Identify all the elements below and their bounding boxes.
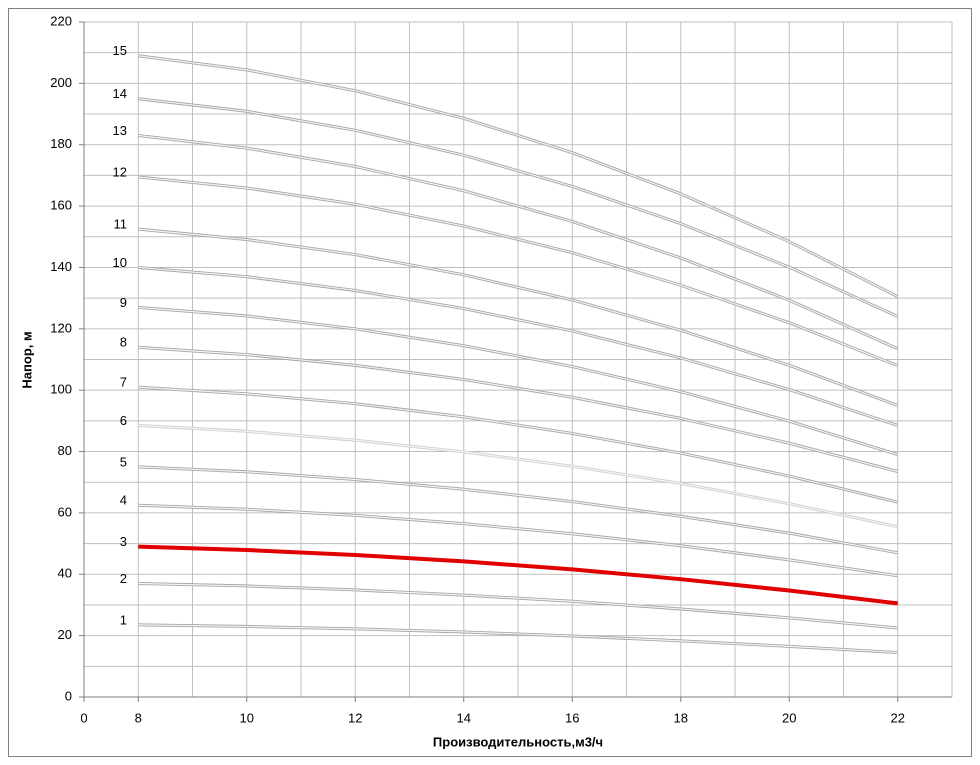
series-label: 9 — [120, 295, 127, 310]
series-label: 10 — [113, 255, 127, 270]
series-line-core — [138, 134, 898, 350]
series-line-core — [138, 424, 898, 528]
series-label: 8 — [120, 335, 127, 350]
y-tick-label: 200 — [50, 75, 72, 90]
y-tick-label: 140 — [50, 259, 72, 274]
series-line — [138, 544, 898, 606]
x-tick-label: 8 — [135, 710, 142, 725]
x-tick-label: 22 — [891, 710, 905, 725]
series-line-core — [138, 582, 898, 629]
y-tick-label: 20 — [58, 627, 72, 642]
x-tick-label: 12 — [348, 710, 362, 725]
series-label: 13 — [113, 123, 127, 138]
series-line-core — [138, 346, 898, 473]
series-label: 12 — [113, 164, 127, 179]
series-line-core — [138, 266, 898, 427]
series-line-core — [138, 306, 898, 456]
y-tick-label: 120 — [50, 320, 72, 335]
series-line-core — [138, 386, 898, 503]
series-label: 7 — [120, 375, 127, 390]
series-label: 3 — [120, 534, 127, 549]
series-line-core — [138, 624, 898, 654]
x-tick-label: 18 — [674, 710, 688, 725]
series-label: 11 — [114, 217, 128, 232]
y-tick-label: 100 — [50, 382, 72, 397]
x-tick-label: 20 — [782, 710, 796, 725]
y-tick-label: 220 — [50, 13, 72, 28]
x-tick-label: 16 — [565, 710, 579, 725]
series-line-core — [138, 176, 898, 367]
series-label: 1 — [120, 612, 127, 627]
y-tick-label: 80 — [58, 443, 72, 458]
series-label: 4 — [120, 493, 127, 508]
y-tick-label: 40 — [58, 566, 72, 581]
series-label: 2 — [120, 571, 127, 586]
series-line-core — [138, 228, 898, 407]
series-line-core — [138, 98, 898, 318]
x-tick-label: 14 — [457, 710, 471, 725]
x-axis-title: Производительность,м3/ч — [433, 734, 603, 749]
x-tick-label: 0 — [80, 710, 87, 725]
y-tick-label: 0 — [65, 688, 72, 703]
y-tick-label: 180 — [50, 136, 72, 151]
y-axis-title: Напор, м — [19, 331, 34, 388]
series-line-core — [138, 466, 898, 554]
y-tick-label: 160 — [50, 198, 72, 213]
series-label: 5 — [120, 454, 127, 469]
series-line-core — [138, 504, 898, 577]
series-label: 14 — [113, 86, 127, 101]
series-label: 15 — [113, 43, 127, 58]
series-line-core — [138, 55, 899, 298]
y-tick-label: 60 — [58, 504, 72, 519]
x-tick-label: 10 — [240, 710, 254, 725]
series-label: 6 — [120, 413, 127, 428]
